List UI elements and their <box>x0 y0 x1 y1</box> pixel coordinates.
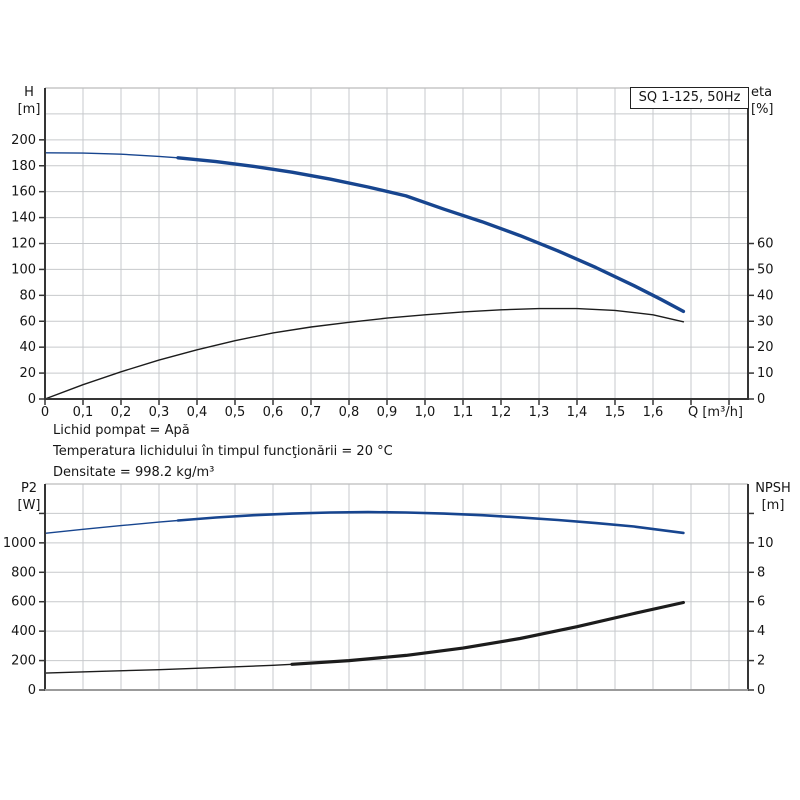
svg-text:20: 20 <box>19 366 36 381</box>
svg-text:4: 4 <box>757 624 765 639</box>
svg-text:50: 50 <box>757 262 774 277</box>
svg-text:0,6: 0,6 <box>263 405 284 420</box>
npsh-curve <box>44 663 293 674</box>
svg-text:0,1: 0,1 <box>73 405 94 420</box>
svg-text:0,7: 0,7 <box>301 405 322 420</box>
svg-text:0: 0 <box>41 405 49 420</box>
svg-text:1,1: 1,1 <box>453 405 474 420</box>
svg-text:160: 160 <box>11 185 36 200</box>
svg-text:0,3: 0,3 <box>149 405 170 420</box>
head-and-efficiency-vs-flow-series <box>44 152 686 400</box>
efficiency-axis-title: eta [%] <box>751 84 791 118</box>
axis-title-text: H <box>24 85 34 100</box>
svg-text:0,9: 0,9 <box>377 405 398 420</box>
power-p2-curve <box>176 510 685 535</box>
svg-text:6: 6 <box>757 595 765 610</box>
svg-text:0: 0 <box>757 683 765 698</box>
pump-model-badge: SQ 1-125, 50Hz <box>630 87 749 109</box>
info-line-liquid: Lichid pompat = Apă <box>53 423 190 438</box>
svg-text:400: 400 <box>11 624 36 639</box>
svg-text:1,5: 1,5 <box>605 405 626 420</box>
power-p2-curve <box>44 519 179 534</box>
svg-text:0,4: 0,4 <box>187 405 208 420</box>
npsh-curve <box>290 600 686 666</box>
head-and-efficiency-vs-flow-grid <box>45 88 748 399</box>
svg-text:20: 20 <box>757 340 774 355</box>
power-axis-title: P2 [W] <box>13 480 45 514</box>
axis-unit-text: [%] <box>751 102 774 117</box>
svg-text:800: 800 <box>11 565 36 580</box>
svg-text:200: 200 <box>11 654 36 669</box>
svg-text:80: 80 <box>19 288 36 303</box>
svg-text:Q [m³/h]: Q [m³/h] <box>688 405 743 420</box>
head-and-efficiency-vs-flow-ticks: 0 20 40 60 80 100 120 140 160 180 200 0 10 20 30 40 50 60… <box>11 133 773 420</box>
svg-text:10: 10 <box>757 366 774 381</box>
axis-title-text: P2 <box>20 481 38 496</box>
axis-unit-text: [m] <box>17 102 41 117</box>
svg-text:140: 140 <box>11 211 36 226</box>
power-and-npsh-vs-flow-series <box>44 510 686 674</box>
svg-text:40: 40 <box>757 288 774 303</box>
svg-text:1000: 1000 <box>3 536 36 551</box>
svg-text:1,4: 1,4 <box>567 405 588 420</box>
axis-title-text: NPSH <box>755 481 791 496</box>
svg-text:0,2: 0,2 <box>111 405 132 420</box>
svg-text:40: 40 <box>19 340 36 355</box>
svg-text:1,0: 1,0 <box>415 405 436 420</box>
svg-text:0,5: 0,5 <box>225 405 246 420</box>
liquid-info-block: Lichid pompat = Apă Temperatura lichidul… <box>53 420 393 483</box>
svg-text:1,6: 1,6 <box>643 405 664 420</box>
head-curve <box>176 156 686 314</box>
info-line-density: Densitate = 998.2 kg/m³ <box>53 465 215 480</box>
axis-unit-text: [W] <box>17 498 41 513</box>
axis-title-text: eta <box>751 85 773 100</box>
axis-unit-text: [m] <box>761 498 785 513</box>
info-line-temperature: Temperatura lichidului în timpul funcţio… <box>53 444 393 459</box>
svg-text:0: 0 <box>28 392 36 407</box>
power-and-npsh-vs-flow-ticks: 0 200 400 600 800 1000 0 2 4 6 8 10 <box>3 512 774 698</box>
svg-text:1,2: 1,2 <box>491 405 512 420</box>
svg-text:120: 120 <box>11 237 36 252</box>
npsh-axis-title: NPSH [m] <box>750 480 796 514</box>
svg-text:8: 8 <box>757 565 765 580</box>
svg-text:100: 100 <box>11 262 36 277</box>
svg-text:0: 0 <box>757 392 765 407</box>
svg-text:0,8: 0,8 <box>339 405 360 420</box>
head-curve <box>44 152 179 159</box>
svg-text:180: 180 <box>11 159 36 174</box>
svg-text:200: 200 <box>11 133 36 148</box>
svg-text:60: 60 <box>757 237 774 252</box>
svg-text:0: 0 <box>28 683 36 698</box>
power-and-npsh-vs-flow-grid <box>45 484 748 690</box>
svg-text:1,3: 1,3 <box>529 405 550 420</box>
svg-text:600: 600 <box>11 595 36 610</box>
head-axis-title: H [m] <box>13 84 45 118</box>
svg-text:60: 60 <box>19 314 36 329</box>
svg-text:10: 10 <box>757 536 774 551</box>
power-and-npsh-vs-flow-borders <box>44 483 749 691</box>
efficiency-curve <box>44 307 685 400</box>
svg-text:2: 2 <box>757 654 765 669</box>
svg-text:30: 30 <box>757 314 774 329</box>
